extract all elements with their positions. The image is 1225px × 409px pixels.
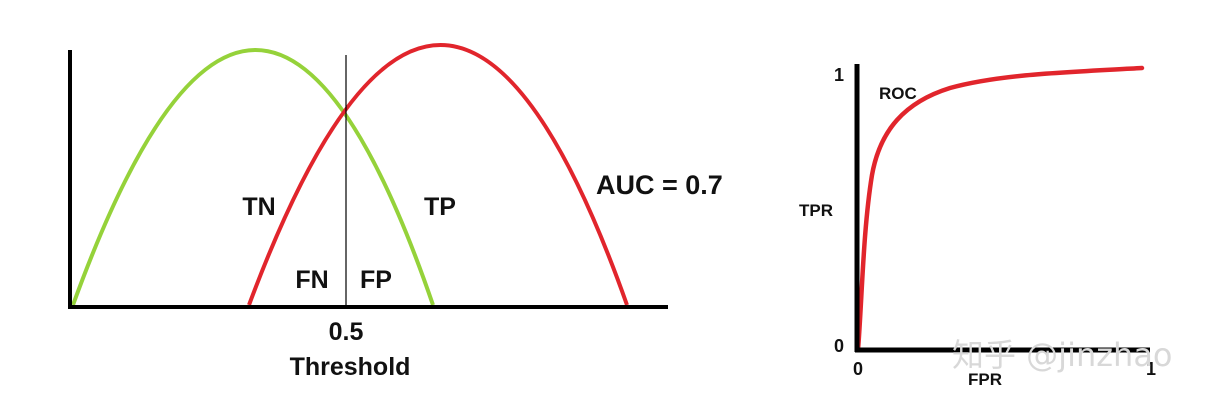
negative-class-curve: [71, 48, 435, 306]
roc-y-axis-label: TPR: [799, 201, 833, 220]
threshold-value: 0.5: [329, 318, 364, 346]
watermark: 知乎 @jinzhao: [952, 336, 1173, 374]
fn-label: FN: [295, 266, 328, 294]
roc-y-tick-0: 0: [834, 336, 844, 356]
auc-label: AUC = 0.7: [596, 170, 723, 200]
tn-label: TN: [242, 193, 275, 221]
fp-label: FP: [360, 266, 392, 294]
roc-x-tick-1: 1: [1146, 359, 1156, 379]
tp-label: TP: [424, 193, 456, 221]
roc-x-tick-0: 0: [853, 359, 863, 379]
positive-class-curve: [247, 43, 629, 306]
threshold-label: Threshold: [290, 353, 411, 381]
roc-x-axis-label: FPR: [968, 370, 1002, 389]
roc-plot: ROC TPR FPR 1 0 0 1: [799, 64, 1156, 389]
roc-y-tick-1: 1: [834, 65, 844, 85]
roc-curve-label: ROC: [879, 84, 917, 103]
distribution-plot: TN TP FN FP 0.5 Threshold AUC = 0.7: [68, 43, 723, 381]
roc-curve: [855, 65, 1145, 353]
